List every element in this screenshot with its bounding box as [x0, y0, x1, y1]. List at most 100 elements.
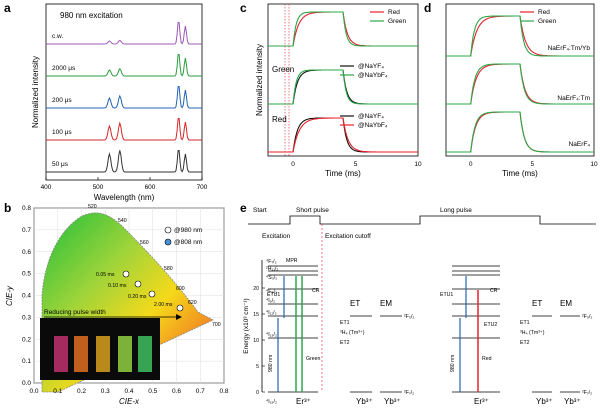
- e-yb2-short: Yb³⁺: [384, 397, 401, 406]
- spectrum-label-0: c.w.: [52, 33, 63, 40]
- panel-a-frame: [45, 3, 203, 181]
- c-green-1: [268, 11, 418, 47]
- panel-e-label: e: [240, 201, 247, 215]
- lvl-4f92: ⁴F₉/₂: [266, 289, 277, 295]
- e-ytick-4: 20: [253, 286, 259, 292]
- e-ytick-3: 15: [253, 312, 259, 318]
- b-xtick-0: 0.0: [29, 388, 38, 395]
- e-em-long: EM: [560, 299, 572, 308]
- e-red: Red: [482, 356, 492, 362]
- c-group-green-title: Green: [272, 65, 294, 74]
- b-xtick-5: 0.5: [148, 388, 157, 395]
- b-wavelength-3: 580: [164, 266, 173, 272]
- panel-d: d Red Green NaErF₄:Tm/Yb NaErF₄:Tm NaErF…: [424, 1, 598, 178]
- panel-c: c Red Green Green @NaYF₄ @NaYbF₄ Red @Na…: [240, 1, 422, 178]
- cie-point-2: [134, 280, 142, 288]
- b-legend-808-marker: [164, 238, 172, 246]
- c-xtick-0: 0: [291, 161, 295, 168]
- e-start: Start: [253, 207, 267, 214]
- b-legend-808: @808 nm: [174, 239, 202, 246]
- e-yb-levels-long: [532, 315, 580, 393]
- e-cr-short: CR: [312, 288, 320, 294]
- b-legend-980-marker: [164, 226, 172, 234]
- b-xtick-3: 0.3: [101, 388, 110, 395]
- e-em-short: EM: [380, 299, 392, 308]
- vial-4: [118, 336, 132, 372]
- panel-d-frame: [445, 3, 595, 157]
- cie-point-label-1: 0.05 ms: [96, 272, 115, 278]
- e-yb-upper-short: ²F₅/₂: [404, 314, 414, 320]
- e-long-pulse: Long pulse: [440, 207, 472, 214]
- panel-c-frame: [267, 3, 419, 157]
- d-xtick-0: 0: [469, 161, 473, 168]
- b-arrow-label: Reducing pulse width: [44, 309, 106, 316]
- e-er-levels-long: [452, 265, 500, 393]
- b-xtick-2: 0.2: [77, 388, 86, 395]
- e-yb1-long: Yb³⁺: [536, 397, 553, 406]
- e-et2-long: ET2: [520, 340, 530, 346]
- e-et-long: ET: [532, 299, 542, 308]
- d-legend-red: Red: [538, 9, 550, 16]
- vial-5: [138, 336, 152, 372]
- e-yb-levels-short: [350, 315, 402, 393]
- e-yb1-short: Yb³⁺: [356, 397, 373, 406]
- b-xtick-4: 0.4: [124, 388, 133, 395]
- panel-a-ylabel: Normalized intensity: [31, 56, 40, 128]
- e-er-levels-short: [268, 265, 318, 393]
- c-red-3: [268, 117, 418, 153]
- panel-d-curves: [446, 15, 594, 153]
- e-et1-short: ET1: [340, 320, 350, 326]
- d-legend-green: Green: [538, 18, 556, 25]
- e-tm-long: ³H₄ (Tm³⁺): [520, 330, 545, 336]
- panel-b-label: b: [4, 201, 11, 215]
- e-cr-long: CR: [490, 288, 498, 294]
- e-green: Green: [306, 356, 321, 362]
- panel-e: e Start Short pulse Long pulse Excitatio…: [240, 201, 596, 406]
- b-xtick-6: 0.6: [172, 388, 181, 395]
- spectrum-label-3: 100 μs: [52, 129, 72, 136]
- e-et-short: ET: [350, 299, 360, 308]
- e-yb-lower-short: ²F₇/₂: [404, 390, 414, 396]
- e-et2-short: ET2: [340, 340, 350, 346]
- cie-point-3: [148, 290, 156, 298]
- panel-d-label: d: [424, 1, 431, 15]
- spectrum-trace-1: [46, 54, 202, 77]
- e-ylabel: Energy (x10³ cm⁻¹): [243, 298, 250, 353]
- b-wavelength-1: 540: [118, 218, 127, 224]
- panel-c-label: c: [240, 1, 247, 15]
- e-yb2-long: Yb³⁺: [564, 397, 581, 406]
- e-yticks: 0 5 10 15 20: [253, 286, 265, 396]
- e-mpr: MPR: [286, 258, 298, 264]
- lvl-4s32: ⁴S₃/₂: [266, 275, 277, 281]
- panel-d-xlabel: Time (ms): [502, 169, 538, 178]
- e-tm-short: ³H₄ (Tm³⁺): [340, 330, 365, 336]
- c-legend-r-naybf4: @NaYbF₄: [358, 122, 388, 129]
- d-green-1: [446, 15, 594, 57]
- e-etu2-long: ETU2: [484, 322, 497, 328]
- spectrum-label-4: 50 μs: [52, 161, 69, 168]
- e-ytick-1: 5: [256, 364, 259, 370]
- spectrum-label-2: 200 μs: [52, 97, 72, 104]
- b-legend-980: @980 nm: [174, 227, 202, 234]
- panel-b-ticks: 0.0 0.1 0.2 0.3 0.4 0.5 0.6 0.7 0.8 0.0 0.1 0.2 0.3 0…: [22, 205, 229, 395]
- d-sample-2: NaErF₄:Tm: [557, 95, 590, 102]
- e-cutoff: Excitation cutoff: [325, 233, 371, 240]
- lvl-4i112: ⁴I₁₁/₂: [266, 310, 277, 316]
- panel-a: a 980 nm excitation c.w. 2000 μs 200 μs 100…: [4, 1, 208, 202]
- cie-point-4: [176, 304, 184, 312]
- a-xtick-2: 600: [145, 184, 156, 191]
- e-pulse-waveform: [248, 215, 596, 225]
- panel-a-xlabel: Wavelength (nm): [94, 193, 155, 202]
- b-xtick-8: 0.8: [219, 388, 228, 395]
- e-ytick-2: 10: [253, 338, 259, 344]
- b-ytick-0: 0.0: [22, 380, 31, 387]
- e-et1-long: ET1: [520, 320, 530, 326]
- lvl-4f72: ⁴F₇/₂: [266, 259, 277, 265]
- b-xtick-7: 0.7: [196, 388, 205, 395]
- a-xtick-3: 700: [197, 184, 208, 191]
- a-xtick-0: 400: [41, 184, 52, 191]
- d-sample-3: NaErF₄: [569, 141, 591, 148]
- b-ytick-8: 0.8: [22, 205, 31, 212]
- c-group-red-title: Red: [272, 115, 287, 124]
